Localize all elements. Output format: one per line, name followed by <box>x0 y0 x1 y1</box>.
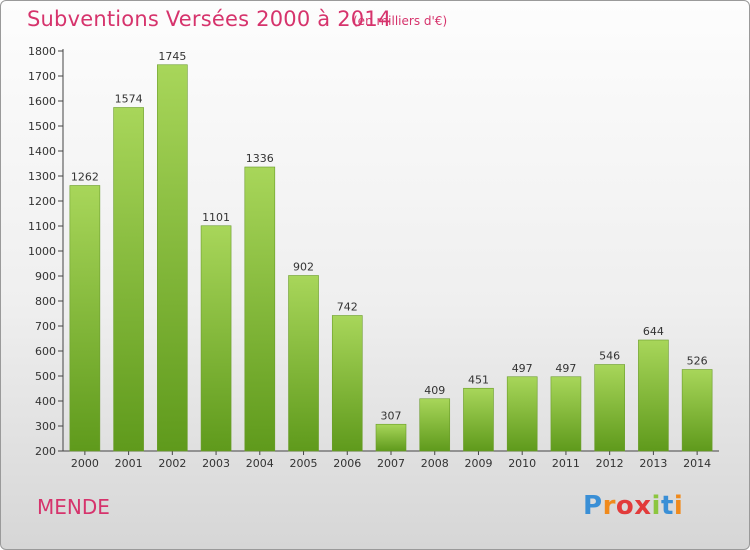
bar-2013 <box>638 339 669 452</box>
bar-2003 <box>200 225 232 452</box>
logo-letter: i <box>651 491 661 521</box>
x-tick-label: 2009 <box>464 457 492 470</box>
value-label: 409 <box>424 384 445 397</box>
value-label: 497 <box>512 362 533 375</box>
y-tick-label: 800 <box>35 295 56 308</box>
logo-letter: t <box>660 491 674 521</box>
logo-letter: r <box>602 491 616 521</box>
proxiti-logo: Proxiti <box>583 491 683 521</box>
x-tick-label: 2012 <box>596 457 624 470</box>
y-tick-label: 300 <box>35 420 56 433</box>
value-label: 307 <box>381 409 402 422</box>
value-label: 902 <box>293 261 314 274</box>
value-label: 451 <box>468 373 489 386</box>
bar-2014 <box>681 369 713 452</box>
commune-name: MENDE <box>37 495 110 519</box>
y-tick-label: 1200 <box>28 195 56 208</box>
bar-2010 <box>506 376 538 452</box>
y-tick-label: 1100 <box>28 220 56 233</box>
bar-2007 <box>375 423 407 452</box>
value-label: 644 <box>643 325 664 338</box>
value-label: 526 <box>687 355 708 368</box>
logo-letter: o <box>615 491 635 521</box>
bar-2008 <box>419 398 451 452</box>
y-tick-label: 200 <box>35 445 56 458</box>
value-label: 1745 <box>158 50 186 63</box>
bar-2012 <box>594 364 625 452</box>
value-label: 1336 <box>246 152 274 165</box>
bar-2011 <box>550 376 582 452</box>
bar-2001 <box>113 107 144 452</box>
y-tick-label: 1800 <box>28 45 56 58</box>
logo-letter: i <box>673 491 684 521</box>
y-tick-label: 1400 <box>28 145 56 158</box>
y-tick-label: 900 <box>35 270 56 283</box>
y-tick-label: 400 <box>35 395 56 408</box>
y-tick-label: 1700 <box>28 70 56 83</box>
value-label: 546 <box>599 350 620 363</box>
value-label: 742 <box>337 301 358 314</box>
x-tick-label: 2002 <box>158 457 186 470</box>
chart-title: Subventions Versées 2000 à 2014 <box>27 7 392 31</box>
x-tick-label: 2001 <box>115 457 143 470</box>
bar-2006 <box>331 315 363 452</box>
x-tick-label: 2003 <box>202 457 230 470</box>
logo-letter: x <box>634 491 652 521</box>
y-tick-label: 500 <box>35 370 56 383</box>
value-label: 497 <box>555 362 576 375</box>
x-tick-label: 2010 <box>508 457 536 470</box>
x-tick-label: 2011 <box>552 457 580 470</box>
x-tick-label: 2007 <box>377 457 405 470</box>
bar-2004 <box>244 166 276 452</box>
value-label: 1574 <box>115 93 143 106</box>
y-tick-label: 1000 <box>28 245 56 258</box>
x-tick-label: 2006 <box>333 457 361 470</box>
x-tick-label: 2000 <box>71 457 99 470</box>
x-tick-label: 2008 <box>421 457 449 470</box>
y-tick-label: 1600 <box>28 95 56 108</box>
y-tick-label: 1500 <box>28 120 56 133</box>
y-tick-label: 700 <box>35 320 56 333</box>
bar-2009 <box>463 387 494 452</box>
bar-2002 <box>157 64 188 452</box>
bar-2005 <box>288 275 319 452</box>
logo-letter: P <box>583 491 603 521</box>
y-tick-label: 1300 <box>28 170 56 183</box>
bar-2000 <box>69 185 101 452</box>
y-tick-label: 600 <box>35 345 56 358</box>
x-tick-label: 2013 <box>639 457 667 470</box>
chart-subtitle: (en milliers d'€) <box>353 14 448 28</box>
value-label: 1262 <box>71 171 99 184</box>
x-tick-label: 2014 <box>683 457 711 470</box>
value-label: 1101 <box>202 211 230 224</box>
x-tick-label: 2004 <box>246 457 274 470</box>
x-tick-label: 2005 <box>290 457 318 470</box>
